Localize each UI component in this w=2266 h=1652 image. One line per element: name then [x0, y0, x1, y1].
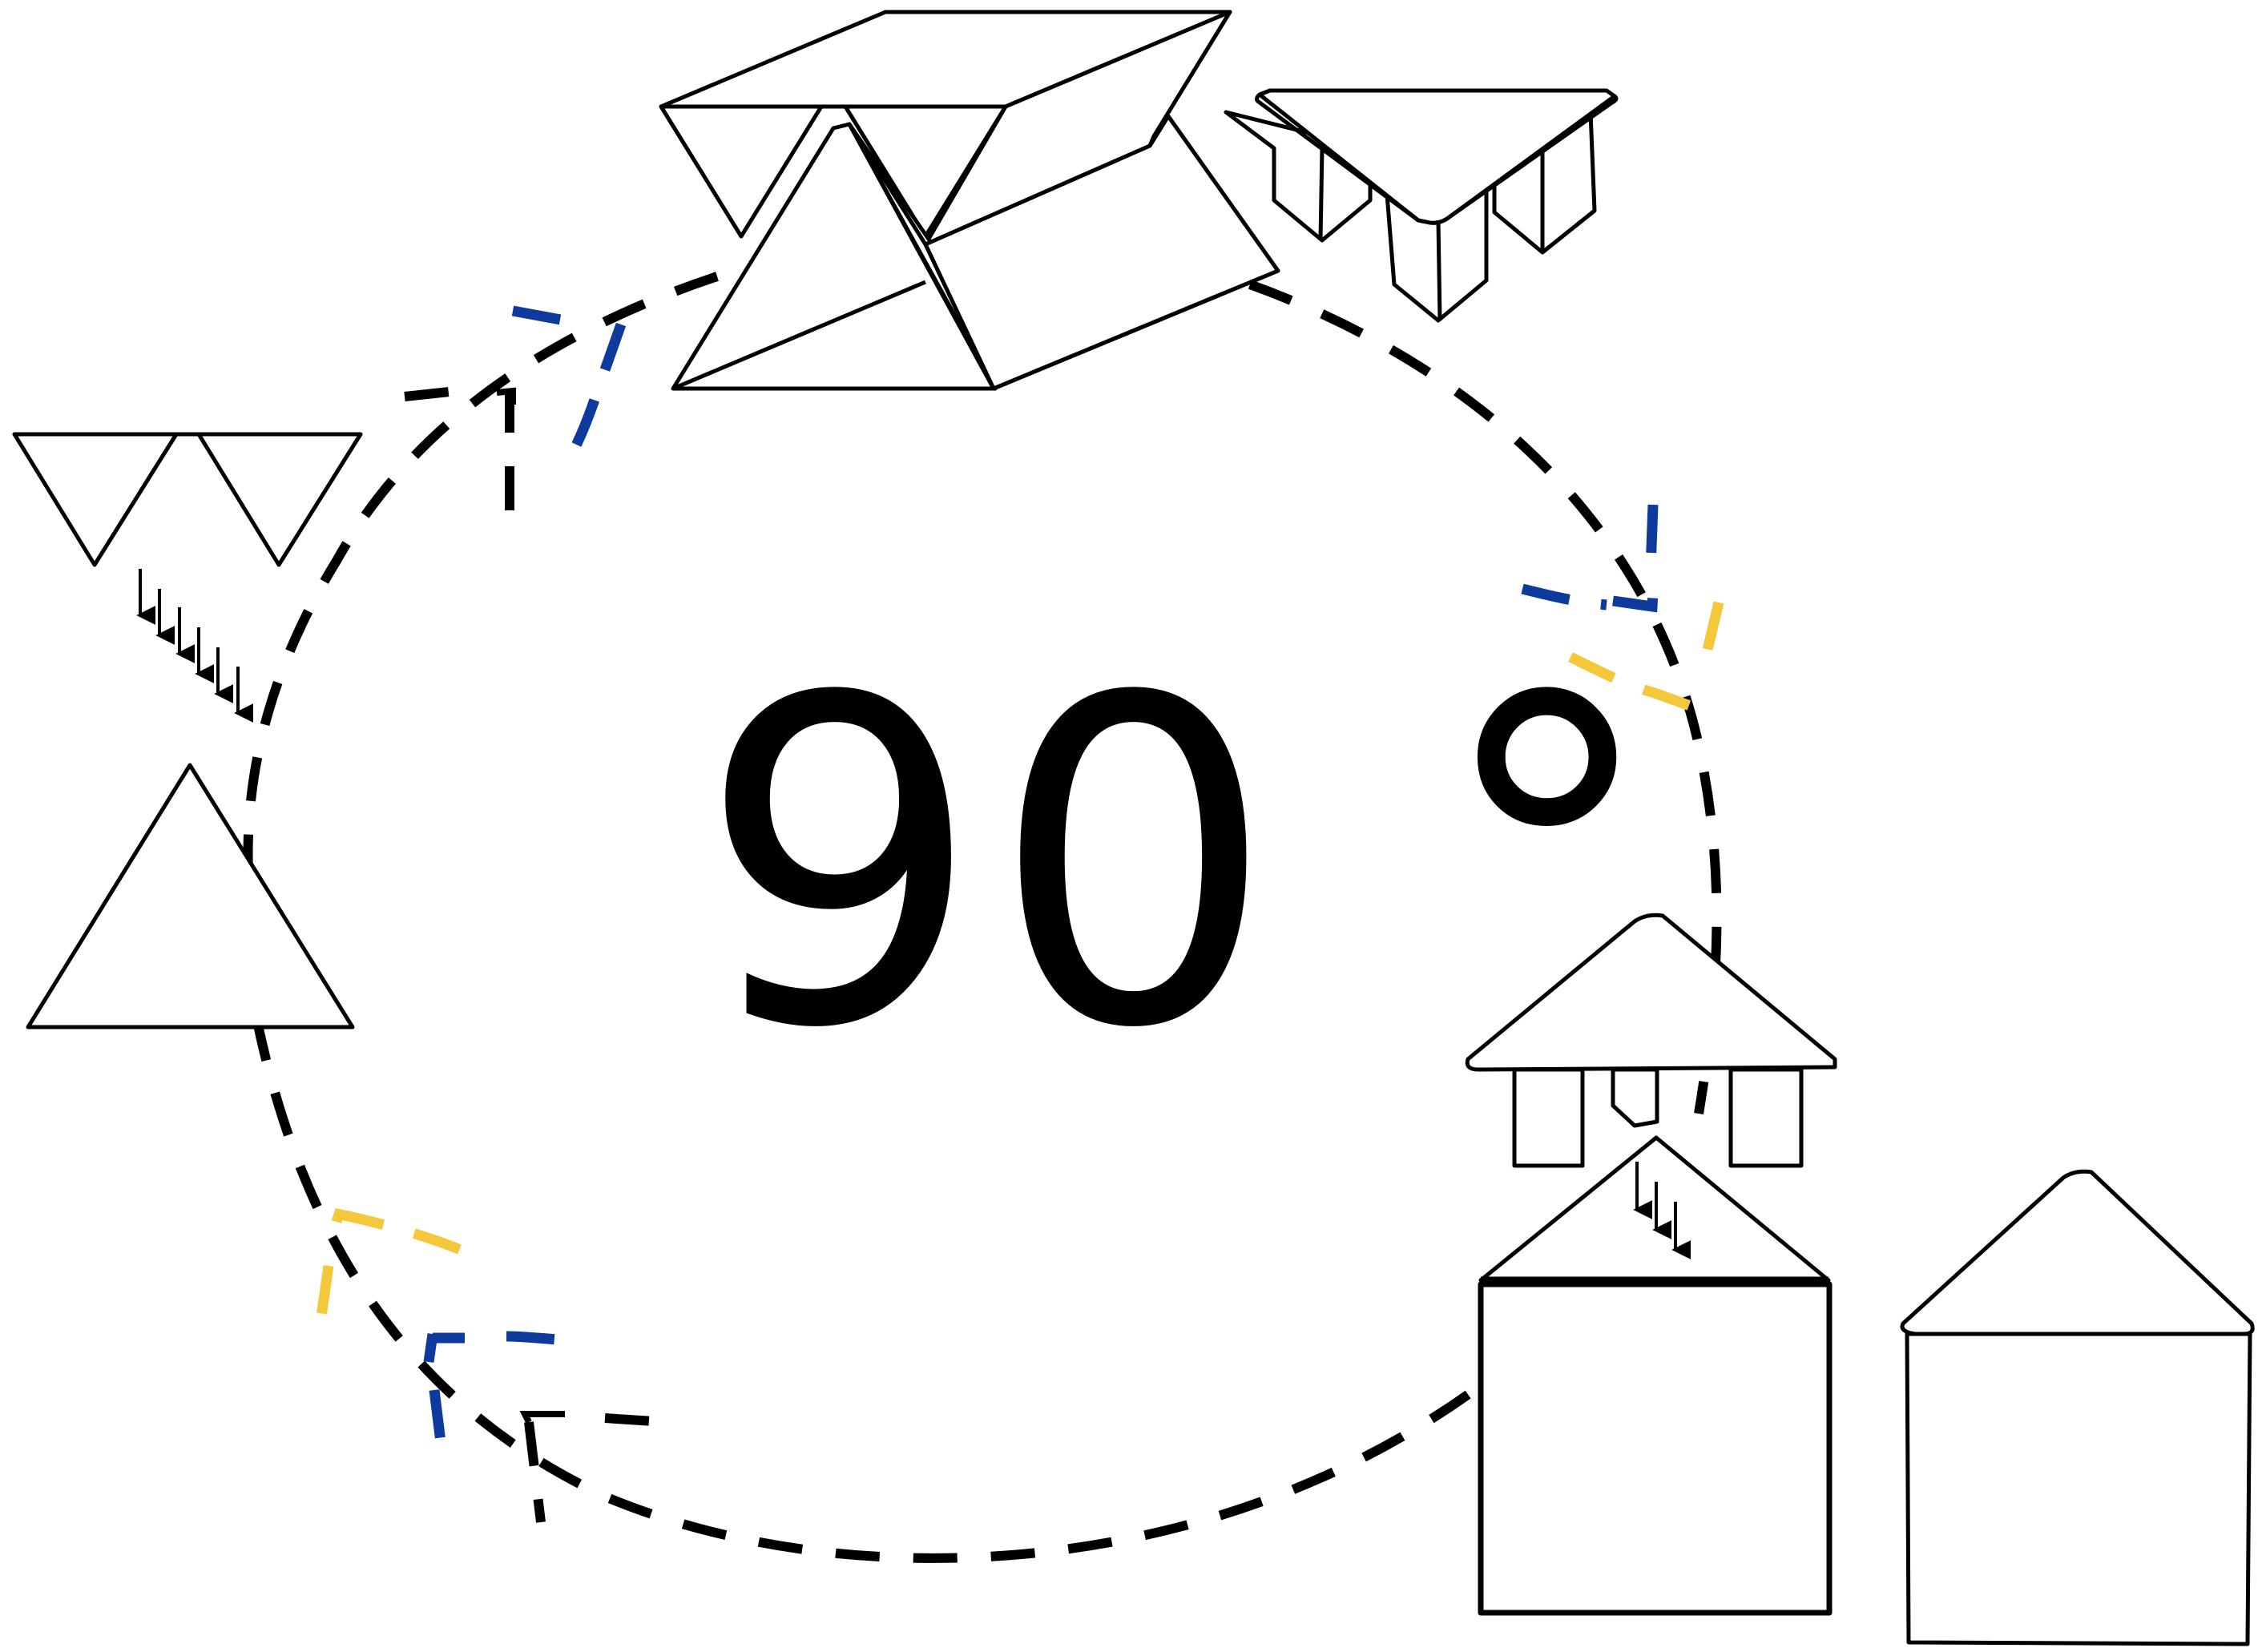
bottom-right-house [1465, 913, 1837, 1616]
right-slant-base [993, 268, 1279, 391]
inverted-triangle-left-1 [12, 432, 179, 567]
path-top-left-arc [243, 272, 719, 874]
path-bottom-left-stub [604, 1413, 666, 1427]
large-triangle-left [26, 763, 355, 1029]
left-arrows [136, 569, 254, 723]
blue-dash-right-2 [1521, 583, 1607, 610]
blue-dash-top-left-1 [511, 305, 566, 326]
blue-dash-top-left-2 [566, 322, 627, 459]
pentagon-edge-left [1255, 93, 1420, 223]
blue-dash-bottom-4 [429, 1389, 446, 1443]
house-tab-left [1512, 1067, 1585, 1168]
blue-dash-right-1 [1645, 504, 1659, 570]
fold-diagonal [672, 280, 926, 391]
far-right-house [1900, 1169, 2255, 1646]
angle-label: 90 ° [697, 604, 1667, 1126]
tab-divider-left [1318, 147, 1325, 241]
yellow-dash-right-2 [1568, 652, 1695, 712]
top-right-shape [1224, 88, 1619, 323]
path-corners [496, 387, 565, 1424]
tab-divider-mid [1436, 220, 1442, 321]
blue-dash-bottom-2 [506, 1331, 558, 1345]
top-folded-shape [659, 10, 1280, 391]
yellow-dash-right-1 [1701, 601, 1724, 655]
house-arrows [1633, 1162, 1691, 1259]
path-bottom-arc [252, 1016, 1478, 1563]
house-body [1478, 1281, 1833, 1616]
path-top-left-stub [404, 386, 458, 401]
top-mid-triangle [843, 104, 1008, 239]
blue-dash-bottom-3 [423, 1333, 438, 1363]
corner-bottom-left [519, 1411, 565, 1424]
inverted-pentagon-top [1257, 88, 1617, 225]
blue-dash-right-3 [1612, 592, 1659, 613]
yellow-dash-bottom-2 [335, 1208, 463, 1255]
house-roof-right [1900, 1169, 2255, 1336]
inverted-triangle-left-2 [196, 432, 363, 567]
house-roof [1465, 913, 1837, 1072]
top-left-triangle [659, 104, 824, 239]
yellow-dash-bottom-3 [315, 1265, 334, 1323]
blue-accents [423, 305, 1659, 1443]
path-bottom-left-vertical [524, 1421, 546, 1523]
inner-fold [847, 123, 928, 246]
house-body-right [1905, 1332, 2252, 1646]
yellow-accents [315, 601, 1724, 1323]
pentagon-edge-right [1449, 95, 1619, 219]
corner-top-left [496, 387, 516, 405]
house-tab-right [1728, 1067, 1804, 1168]
left-shapes [12, 432, 363, 1029]
